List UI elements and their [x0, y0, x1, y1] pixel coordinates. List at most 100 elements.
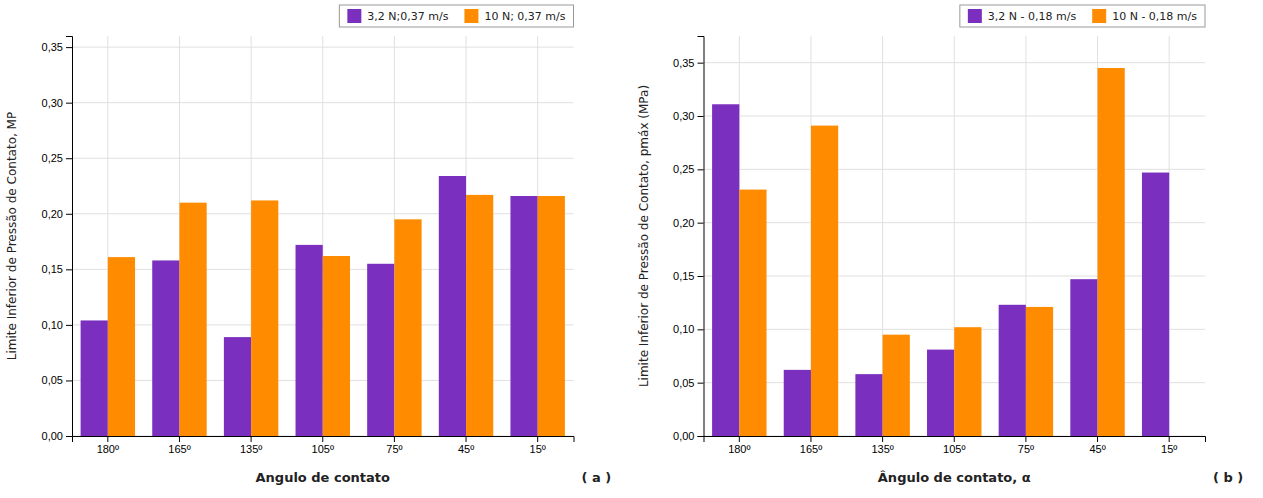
legend-label: 10 N; 0,37 m/s — [484, 10, 565, 23]
y-tick-label: 0,30 — [673, 110, 694, 122]
y-tick-label: 0,05 — [42, 374, 63, 386]
legend: 3,2 N - 0,18 m/s 10 N - 0,18 m/s — [960, 5, 1205, 27]
bar — [323, 256, 350, 436]
y-tick-label: 0,10 — [42, 319, 63, 331]
y-tick-label: 0,35 — [42, 41, 63, 53]
y-tick: 0,10 — [673, 323, 703, 335]
legend-swatch — [464, 9, 478, 23]
legend-label: 3,2 N - 0,18 m/s — [988, 10, 1077, 23]
y-tick-mark — [66, 158, 72, 159]
x-tick-mark — [179, 436, 180, 442]
y-axis-line — [66, 37, 73, 437]
y-tick: 0,20 — [673, 217, 703, 229]
x-tick-label: 180º — [97, 443, 119, 455]
x-tick-mark — [466, 436, 467, 442]
bar — [954, 327, 981, 436]
bar — [811, 126, 838, 436]
x-axis: 180º165º135º105º75º45º15º — [704, 436, 1206, 455]
x-tick: 15º — [530, 436, 546, 455]
bar — [739, 190, 766, 436]
y-tick: 0,05 — [42, 374, 72, 386]
x-tick-label: 15º — [1161, 443, 1177, 455]
x-tick: 75º — [1018, 436, 1034, 455]
panel: 0,000,050,100,150,200,250,300,35180º165º… — [5, 5, 611, 485]
bar — [510, 196, 537, 436]
x-axis-line — [73, 437, 575, 443]
bar — [466, 195, 493, 436]
legend: 3,2 N;0,37 m/s 10 N; 0,37 m/s — [339, 5, 573, 27]
y-tick-mark — [66, 436, 72, 437]
y-axis: 0,000,050,100,150,200,250,300,35 — [42, 37, 73, 443]
x-tick-mark — [537, 436, 538, 442]
y-tick-mark — [698, 116, 704, 117]
bar — [883, 335, 910, 436]
x-tick: 135º — [871, 436, 893, 455]
figure: 0,000,050,100,150,200,250,300,35180º165º… — [0, 0, 1263, 498]
y-tick: 0,05 — [673, 377, 703, 389]
y-tick: 0,30 — [42, 97, 72, 109]
x-tick-mark — [251, 436, 252, 442]
legend-item: 10 N; 0,37 m/s — [464, 9, 565, 23]
legend-label: 3,2 N;0,37 m/s — [367, 10, 448, 23]
y-tick-label: 0,25 — [42, 152, 63, 164]
x-tick-label: 45º — [1089, 443, 1105, 455]
bar — [784, 370, 811, 436]
x-tick-mark — [954, 436, 955, 442]
y-tick-mark — [66, 325, 72, 326]
y-tick-mark — [698, 63, 704, 64]
x-tick-mark — [1169, 436, 1170, 442]
bar — [152, 260, 179, 436]
y-tick-label: 0,15 — [673, 270, 694, 282]
y-tick-mark — [66, 47, 72, 48]
x-tick: 105º — [312, 436, 334, 455]
legend-box — [960, 5, 1205, 27]
y-tick-label: 0,00 — [673, 430, 694, 442]
legend-swatch — [1092, 9, 1106, 23]
bar — [1098, 68, 1125, 436]
x-tick-label: 15º — [530, 443, 546, 455]
y-axis-title: Limite Inferior de Pressão de Contato, p… — [637, 85, 651, 387]
y-tick-mark — [66, 103, 72, 104]
y-tick-label: 0,25 — [673, 163, 694, 175]
x-tick-mark — [394, 436, 395, 442]
y-tick-mark — [698, 436, 704, 437]
x-tick: 180º — [728, 436, 750, 455]
y-tick-label: 0,35 — [673, 57, 694, 69]
y-tick-mark — [698, 169, 704, 170]
y-tick-mark — [66, 214, 72, 215]
panel-annotation: ( b ) — [1213, 470, 1243, 485]
x-tick-label: 45º — [458, 443, 474, 455]
y-tick-mark — [66, 380, 72, 381]
x-tick-label: 75º — [386, 443, 402, 455]
bars — [81, 176, 565, 436]
y-tick: 0,20 — [42, 208, 72, 220]
x-tick-mark — [107, 436, 108, 442]
bar — [367, 264, 394, 436]
legend-item: 3,2 N - 0,18 m/s — [968, 9, 1077, 23]
bar — [81, 320, 108, 436]
y-axis-title: Limite Inferior de Pressão de Contato, M… — [5, 112, 19, 360]
y-tick-mark — [698, 383, 704, 384]
y-tick-label: 0,05 — [673, 377, 694, 389]
x-axis-title: Angulo de contato — [256, 470, 391, 485]
y-tick-label: 0,15 — [42, 263, 63, 275]
x-tick-mark — [322, 436, 323, 442]
y-tick: 0,35 — [42, 41, 72, 53]
legend-label: 10 N - 0,18 m/s — [1112, 10, 1197, 23]
x-tick: 180º — [97, 436, 119, 455]
grid — [704, 36, 1206, 436]
y-tick-mark — [66, 269, 72, 270]
x-tick-mark — [810, 436, 811, 442]
bar — [712, 104, 739, 436]
y-axis: 0,00 0,05 0,10 0,15 0,20 0,25 0,30 0,35 — [673, 37, 704, 443]
x-tick: 45º — [458, 436, 474, 455]
x-tick-label: 105º — [943, 443, 965, 455]
legend-item: 3,2 N;0,37 m/s — [347, 9, 448, 23]
y-tick-mark — [698, 276, 704, 277]
legend-item: 10 N - 0,18 m/s — [1092, 9, 1197, 23]
y-tick-label: 0,30 — [42, 97, 63, 109]
x-tick-mark — [882, 436, 883, 442]
y-tick: 0,25 — [673, 163, 703, 175]
bar — [108, 257, 135, 436]
x-tick-label: 75º — [1018, 443, 1034, 455]
